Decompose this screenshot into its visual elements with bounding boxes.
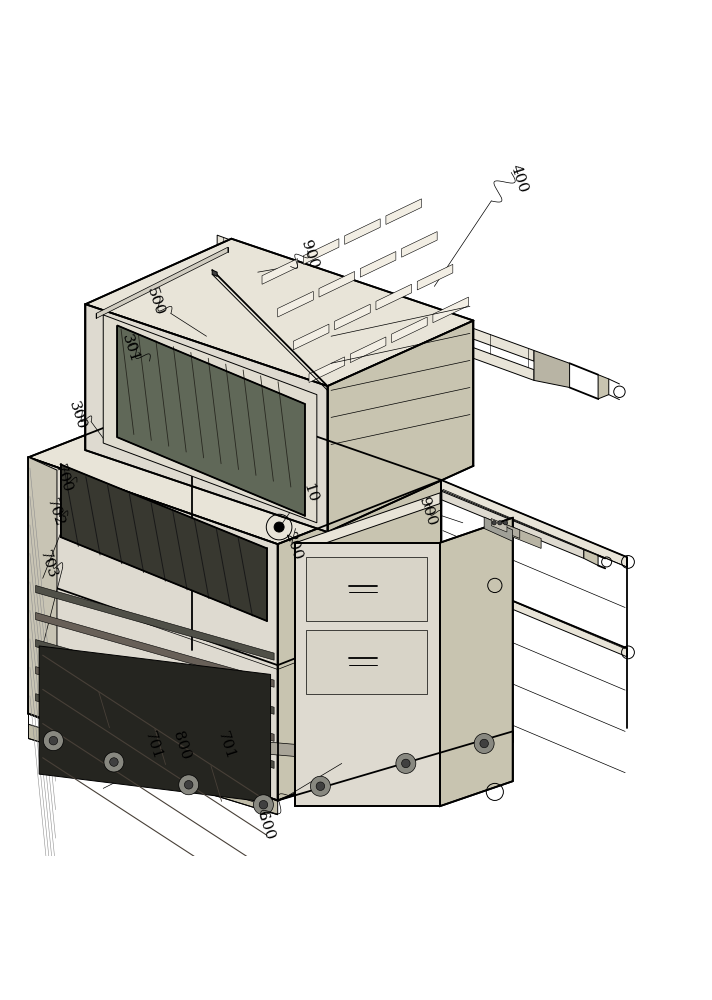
Polygon shape (43, 719, 271, 808)
Circle shape (310, 776, 330, 796)
Text: 701: 701 (142, 730, 164, 762)
Polygon shape (417, 264, 453, 290)
Polygon shape (278, 291, 313, 317)
Circle shape (110, 758, 118, 766)
Polygon shape (441, 480, 627, 567)
Circle shape (43, 731, 63, 751)
Polygon shape (309, 357, 345, 383)
Polygon shape (306, 557, 427, 621)
Text: 900: 900 (416, 495, 439, 527)
Circle shape (316, 782, 325, 790)
Polygon shape (28, 457, 278, 800)
Polygon shape (61, 464, 267, 621)
Circle shape (179, 775, 199, 795)
Polygon shape (584, 550, 598, 566)
Circle shape (498, 521, 502, 525)
Polygon shape (534, 350, 570, 388)
Polygon shape (376, 284, 412, 310)
Polygon shape (142, 731, 377, 763)
Polygon shape (36, 612, 274, 687)
Text: 701: 701 (215, 730, 238, 762)
Polygon shape (39, 646, 271, 803)
Polygon shape (103, 315, 317, 523)
Polygon shape (513, 527, 541, 548)
Polygon shape (36, 694, 274, 768)
Polygon shape (36, 585, 274, 660)
Text: 700: 700 (51, 463, 74, 495)
Text: 703: 703 (37, 548, 60, 580)
Polygon shape (217, 235, 534, 361)
Polygon shape (402, 232, 437, 257)
Text: 10: 10 (300, 481, 320, 504)
Polygon shape (85, 722, 157, 739)
Circle shape (274, 522, 284, 532)
Circle shape (480, 739, 488, 748)
Text: 900: 900 (298, 238, 321, 270)
Polygon shape (96, 247, 228, 318)
Polygon shape (360, 252, 396, 277)
Polygon shape (217, 254, 534, 380)
Polygon shape (278, 480, 441, 800)
Polygon shape (433, 297, 468, 323)
Circle shape (253, 795, 273, 815)
Polygon shape (36, 667, 274, 741)
Circle shape (503, 521, 508, 525)
Polygon shape (335, 304, 370, 330)
Text: 200: 200 (282, 530, 305, 562)
Circle shape (402, 759, 410, 768)
Polygon shape (171, 726, 242, 744)
Polygon shape (303, 239, 339, 264)
Polygon shape (28, 703, 513, 800)
Text: 500: 500 (144, 286, 167, 318)
Text: 600: 600 (253, 810, 276, 842)
Text: 800: 800 (170, 730, 193, 762)
Polygon shape (386, 199, 422, 224)
Polygon shape (328, 321, 473, 532)
Text: 301: 301 (119, 333, 142, 365)
Polygon shape (306, 630, 427, 694)
Circle shape (49, 736, 58, 745)
Polygon shape (295, 493, 440, 553)
Polygon shape (28, 457, 57, 726)
Polygon shape (36, 640, 274, 714)
Circle shape (492, 521, 496, 525)
Circle shape (104, 752, 124, 772)
Polygon shape (392, 317, 427, 343)
Polygon shape (28, 393, 441, 544)
Polygon shape (491, 519, 507, 532)
Polygon shape (319, 271, 355, 297)
Polygon shape (345, 219, 380, 244)
Circle shape (259, 800, 268, 809)
Text: 702: 702 (44, 497, 67, 529)
Polygon shape (441, 571, 627, 657)
Polygon shape (598, 375, 609, 399)
Polygon shape (262, 259, 298, 284)
Polygon shape (342, 450, 584, 558)
Polygon shape (350, 337, 386, 363)
Circle shape (474, 734, 494, 753)
Polygon shape (117, 326, 305, 516)
Text: 300: 300 (66, 400, 88, 432)
Polygon shape (498, 521, 520, 538)
Polygon shape (440, 518, 513, 806)
Polygon shape (85, 304, 328, 532)
Polygon shape (212, 270, 217, 276)
Polygon shape (28, 724, 278, 815)
Text: 400: 400 (507, 162, 530, 194)
Polygon shape (484, 517, 513, 541)
Polygon shape (85, 239, 473, 386)
Polygon shape (293, 324, 329, 350)
Circle shape (396, 753, 416, 773)
Polygon shape (295, 543, 440, 806)
Circle shape (184, 781, 193, 789)
